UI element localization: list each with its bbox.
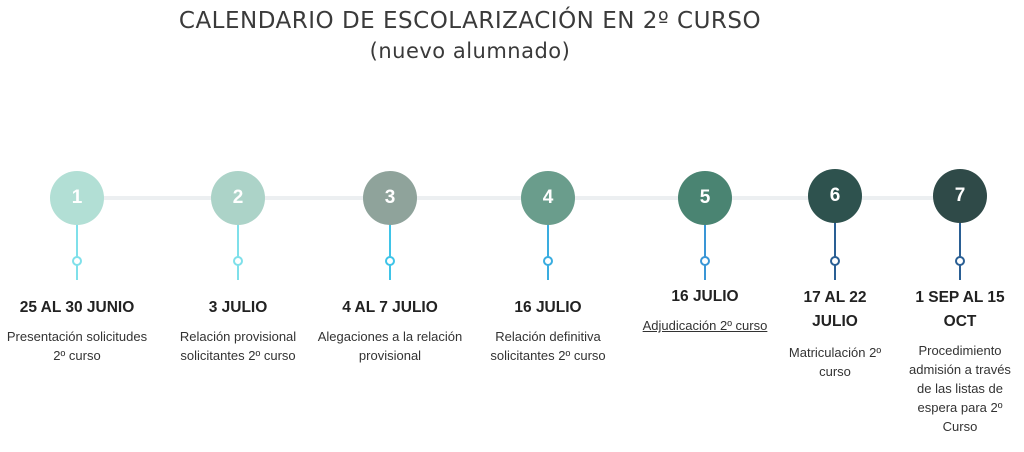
step-number: 2 bbox=[232, 187, 244, 208]
step-date: 25 AL 30 JUNIO bbox=[19, 299, 135, 316]
step-date: 1 SEP AL 15 OCT bbox=[915, 289, 1005, 330]
step-number-circle: 1 bbox=[50, 171, 104, 225]
step-number: 6 bbox=[829, 185, 841, 206]
step-description: Relación provisional solicitantes 2º cur… bbox=[179, 329, 297, 363]
connector-dot-icon bbox=[72, 256, 82, 266]
connector-dot-icon bbox=[700, 256, 710, 266]
page-subtitle: (nuevo alumnado) bbox=[369, 39, 571, 63]
step-number: 1 bbox=[71, 187, 83, 208]
step-date: 3 JULIO bbox=[208, 299, 268, 316]
step-number: 5 bbox=[699, 187, 711, 208]
page-title: CALENDARIO DE ESCOLARIZACIÓN EN 2º CURSO bbox=[178, 8, 762, 34]
step-number-circle: 4 bbox=[521, 171, 575, 225]
step-number: 7 bbox=[954, 185, 966, 206]
connector-stem bbox=[237, 222, 239, 280]
step-description: Procedimiento admisión a través de las l… bbox=[909, 343, 1011, 434]
connector-stem bbox=[389, 222, 391, 280]
step-description: Presentación solicitudes 2º curso bbox=[6, 329, 148, 363]
step-description: Relación definitiva solicitantes 2º curs… bbox=[490, 329, 606, 363]
step-date: 16 JULIO bbox=[514, 299, 582, 316]
step-number-circle: 5 bbox=[678, 171, 732, 225]
step-number: 4 bbox=[542, 187, 554, 208]
connector-stem bbox=[959, 220, 961, 280]
step-date: 16 JULIO bbox=[671, 288, 739, 305]
connector-dot-icon bbox=[233, 256, 243, 266]
step-description: Matriculación 2º curso bbox=[788, 345, 882, 379]
step-date: 17 AL 22 JULIO bbox=[803, 289, 867, 330]
connector-dot-icon bbox=[830, 256, 840, 266]
connector-dot-icon bbox=[955, 256, 965, 266]
step-number-circle: 2 bbox=[211, 171, 265, 225]
connector-stem bbox=[834, 220, 836, 280]
step-description: Alegaciones a la relación provisional bbox=[317, 329, 463, 363]
connector-dot-icon bbox=[543, 256, 553, 266]
connector-dot-icon bbox=[385, 256, 395, 266]
step-date: 4 AL 7 JULIO bbox=[342, 299, 438, 316]
step-number-circle: 3 bbox=[363, 171, 417, 225]
connector-stem bbox=[76, 222, 78, 280]
step-number-circle: 7 bbox=[933, 169, 987, 223]
connector-stem bbox=[704, 222, 706, 280]
timeline-line bbox=[77, 196, 960, 200]
step-number-circle: 6 bbox=[808, 169, 862, 223]
connector-stem bbox=[547, 222, 549, 280]
step-description[interactable]: Adjudicación 2º curso bbox=[642, 318, 768, 333]
step-number: 3 bbox=[384, 187, 396, 208]
